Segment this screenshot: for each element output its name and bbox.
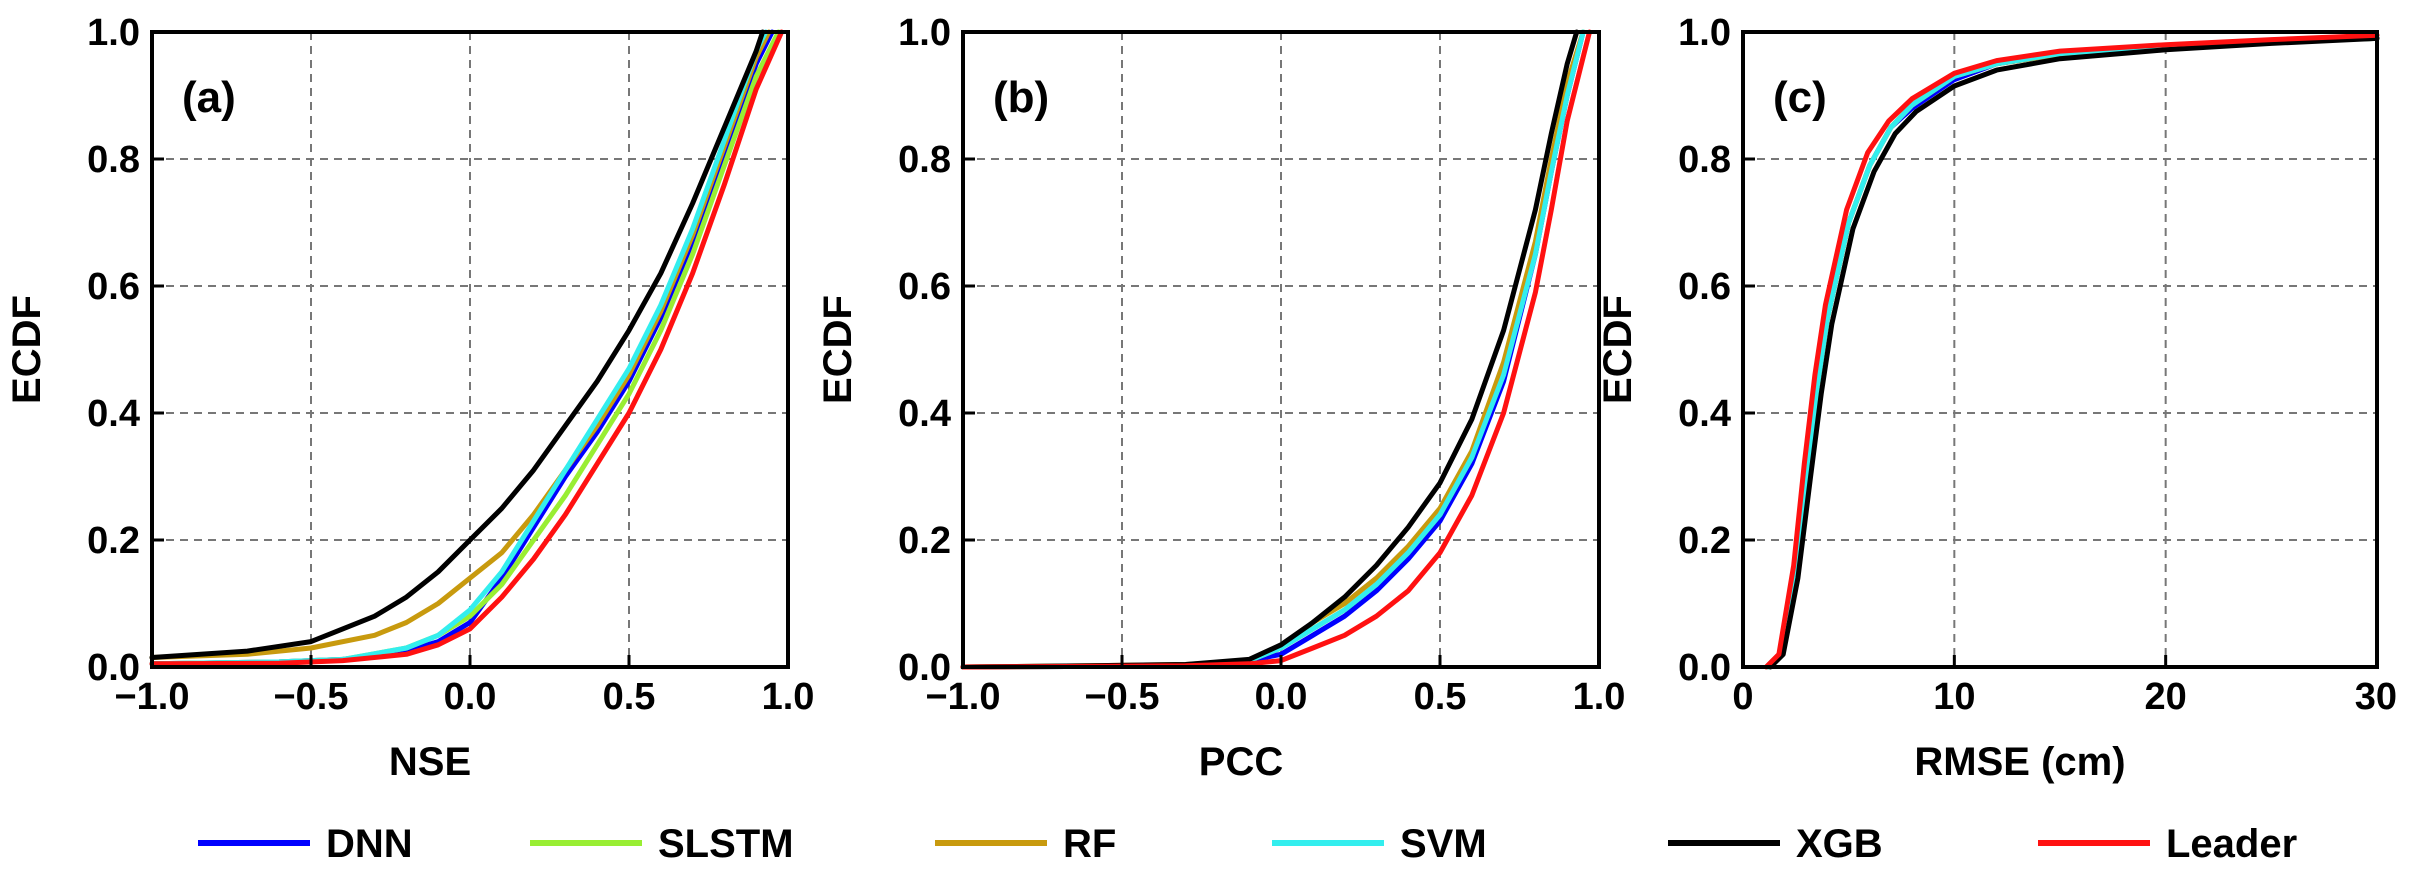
x-tick-label: 0.5 <box>603 676 656 718</box>
legend-item-leader: Leader <box>2038 822 2297 866</box>
series-line-rf <box>149 29 772 660</box>
x-axis-label: PCC <box>1199 740 1283 784</box>
y-axis-label: ECDF <box>1596 295 1640 404</box>
series-line-dnn <box>960 29 1586 670</box>
y-tick-label: 0.4 <box>87 393 140 435</box>
series-line-xgb <box>1768 35 2380 670</box>
y-tick-label: 1.0 <box>1678 12 1731 54</box>
series-line-leader <box>149 29 785 667</box>
series-line-slstm <box>960 29 1586 670</box>
y-tick-label: 0.4 <box>898 393 951 435</box>
series-line-xgb <box>149 29 766 660</box>
y-tick-label: 0.2 <box>1678 520 1731 562</box>
y-tick-label: 0.0 <box>87 647 140 689</box>
x-tick-label: −1.0 <box>114 676 189 718</box>
y-axis-label: ECDF <box>5 295 49 404</box>
y-axis-label: ECDF <box>816 295 860 404</box>
y-tick-label: 0.6 <box>1678 266 1731 308</box>
panel-3: 0 10 20 30 0.0 0.2 0.4 0.6 0.8 1.0 RMSE (cm) ECDF (c… <box>1596 12 2397 784</box>
series-line-slstm <box>1765 35 2380 670</box>
legend: DNN SLSTM RF SVM XGB Leader <box>198 822 2297 866</box>
series-line-leader <box>1763 32 2380 670</box>
y-tick-label: 0.8 <box>898 139 951 181</box>
legend-item-rf: RF <box>935 822 1116 866</box>
panel-1: −1.0 −0.5 0.0 0.5 1.0 0.0 0.2 0.4 0.6 0.8 1.0 NSE EC… <box>5 12 814 784</box>
legend-item-slstm: SLSTM <box>530 822 794 866</box>
y-tick-label: 0.0 <box>1678 647 1731 689</box>
x-tick-label: 0 <box>1732 676 1753 718</box>
series-line-dnn <box>149 29 775 667</box>
y-tick-label: 0.8 <box>87 139 140 181</box>
legend-label: RF <box>1063 822 1116 866</box>
x-tick-label: 10 <box>1933 676 1975 718</box>
legend-label: XGB <box>1796 822 1883 866</box>
x-tick-label: −0.5 <box>1084 676 1159 718</box>
legend-item-dnn: DNN <box>198 822 413 866</box>
y-tick-label: 0.0 <box>898 647 951 689</box>
y-tick-label: 0.6 <box>87 266 140 308</box>
legend-label: Leader <box>2166 822 2297 866</box>
x-tick-label: 0.5 <box>1414 676 1467 718</box>
series-line-slstm <box>149 29 781 667</box>
series-line-leader <box>960 29 1592 670</box>
x-tick-label: 1.0 <box>1573 676 1626 718</box>
x-axis-label: RMSE (cm) <box>1914 740 2125 784</box>
x-tick-label: 30 <box>2355 676 2397 718</box>
series-line-svm <box>1765 35 2380 670</box>
series-line-rf <box>960 29 1586 670</box>
y-tick-label: 1.0 <box>898 12 951 54</box>
panel-label: (a) <box>182 73 236 122</box>
series-line-rf <box>1765 35 2380 670</box>
legend-item-xgb: XGB <box>1668 822 1883 866</box>
y-tick-label: 0.2 <box>87 520 140 562</box>
x-tick-label: 1.0 <box>762 676 815 718</box>
x-tick-label: −1.0 <box>925 676 1000 718</box>
x-axis-label: NSE <box>389 740 471 784</box>
series-line-svm <box>149 29 769 667</box>
panel-label: (c) <box>1773 73 1827 122</box>
x-tick-label: 20 <box>2145 676 2187 718</box>
series-line-dnn <box>1765 35 2380 670</box>
x-tick-label: −0.5 <box>273 676 348 718</box>
legend-label: DNN <box>326 822 413 866</box>
series-line-svm <box>960 29 1586 670</box>
legend-item-svm: SVM <box>1272 822 1487 866</box>
legend-label: SVM <box>1400 822 1487 866</box>
x-tick-label: 0.0 <box>1255 676 1308 718</box>
series-line-xgb <box>960 29 1580 670</box>
y-tick-label: 0.2 <box>898 520 951 562</box>
y-tick-label: 1.0 <box>87 12 140 54</box>
y-tick-label: 0.6 <box>898 266 951 308</box>
panel-2: −1.0 −0.5 0.0 0.5 1.0 0.0 0.2 0.4 0.6 0.8 1.0 PCC EC… <box>816 12 1625 784</box>
y-tick-label: 0.8 <box>1678 139 1731 181</box>
panel-label: (b) <box>993 73 1049 122</box>
x-tick-label: 0.0 <box>444 676 497 718</box>
y-tick-label: 0.4 <box>1678 393 1731 435</box>
legend-label: SLSTM <box>658 822 794 866</box>
plot-frame <box>1741 30 2379 669</box>
